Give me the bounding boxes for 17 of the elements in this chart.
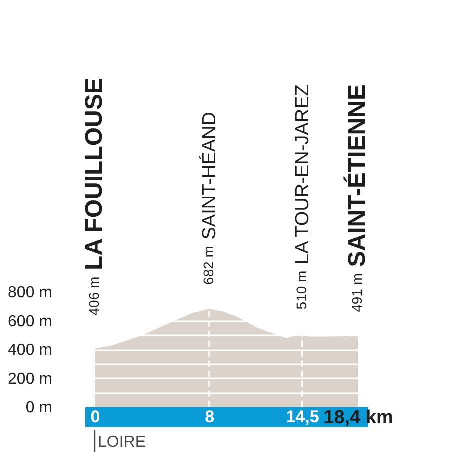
text: LA FOUILLOUSE — [81, 78, 108, 271]
y-tick-label: 600 m — [8, 313, 52, 330]
x-tick-label: 14,5 — [286, 408, 320, 426]
x-tick-label: 0 — [90, 408, 100, 426]
y-tick-label: 0 m — [26, 400, 52, 416]
y-tick-label: 800 m — [8, 284, 52, 302]
text: LOIRE — [98, 434, 146, 451]
text: LA TOUR-EN-JAREZ — [292, 84, 314, 264]
annotation: 491 m — [349, 273, 365, 312]
annotation: 510 m — [293, 270, 310, 310]
annotation: 682 m — [200, 246, 216, 285]
x-tick-label: 8 — [205, 408, 215, 426]
annotation: 406 m — [86, 276, 102, 316]
text: SAINT-HÉAND — [198, 112, 220, 240]
text: SAINT-ÉTIENNE — [343, 84, 371, 268]
y-tick-label: 200 m — [8, 370, 52, 388]
y-tick-label: 400 m — [8, 342, 52, 359]
